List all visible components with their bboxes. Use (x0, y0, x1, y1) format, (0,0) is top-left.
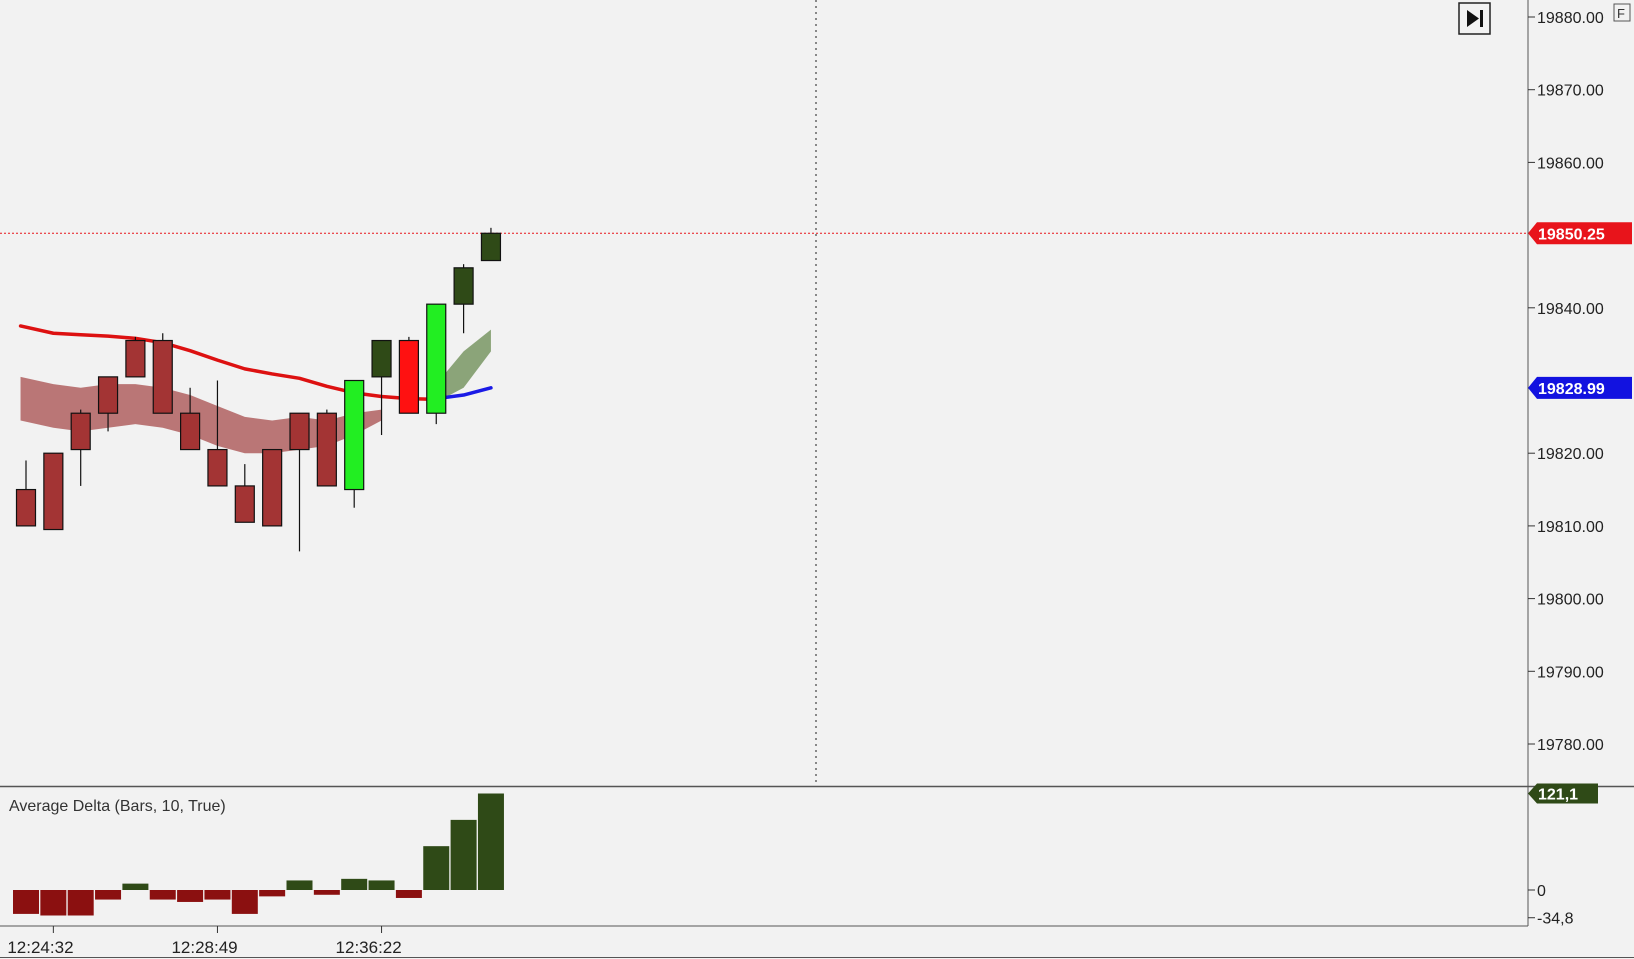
candle (480, 227, 502, 262)
candle (97, 376, 119, 432)
candle (180, 387, 201, 451)
delta-bar (341, 878, 368, 890)
price-tick-label: 19870.00 (1537, 83, 1604, 100)
candle (15, 460, 37, 527)
delta-bar (286, 880, 313, 890)
candle (371, 339, 392, 436)
time-axis: 12:24:32 12:28:49 12:36:22 (7, 926, 402, 957)
candle-body (97, 376, 119, 414)
delta-bar (313, 890, 340, 895)
price-tick-label: 19810.00 (1537, 519, 1604, 536)
candle (453, 264, 474, 334)
delta-bar (67, 890, 94, 916)
price-marker-badge (1528, 222, 1632, 245)
delta-bar (177, 890, 204, 902)
price-marker-label: 19828.99 (1538, 381, 1605, 398)
delta-bar (204, 890, 231, 900)
candle-body (207, 448, 228, 487)
candle (262, 448, 283, 527)
candle-body (43, 452, 64, 531)
candle (234, 464, 255, 523)
price-tick-label: 19820.00 (1537, 446, 1604, 463)
indicator-axis-ticks: 0 -34,8 (1528, 883, 1574, 928)
delta-bar (40, 890, 67, 916)
indicator-title: Average Delta (Bars, 10, True) (9, 798, 226, 815)
price-marker: 19828.99 (1528, 376, 1632, 399)
candle (70, 409, 91, 486)
candle-body (234, 485, 255, 523)
f-badge[interactable]: F (1613, 3, 1631, 22)
price-tick-label: 19790.00 (1537, 664, 1604, 681)
indicator-marker-badge (1528, 783, 1598, 804)
price-panel[interactable] (0, 0, 1528, 787)
candle-body (289, 412, 310, 451)
price-tick-label: 19880.00 (1537, 10, 1604, 27)
candle (398, 336, 419, 414)
price-axis[interactable] (1528, 0, 1634, 959)
candle-body (480, 232, 502, 262)
candle (344, 379, 365, 508)
indicator-marker-label: 121,1 (1538, 787, 1578, 804)
time-tick-label: 12:36:22 (336, 938, 402, 957)
candle-body (426, 303, 447, 414)
f-badge-label: F (1617, 6, 1625, 21)
candle-body (453, 267, 474, 305)
candle-body (316, 412, 337, 487)
price-axis-ticks: 19880.00 19870.00 19860.00 19840.00 19820.00… (1528, 10, 1604, 754)
f-badge-frame[interactable] (1613, 3, 1631, 22)
delta-bar (395, 890, 422, 898)
candle-body (398, 339, 419, 414)
delta-bar (231, 890, 258, 914)
indicator-tick-label: -34,8 (1537, 911, 1574, 928)
candle (152, 333, 173, 414)
candle (43, 452, 64, 531)
price-markers: 19850.25 19828.99 (1528, 222, 1632, 399)
candle-body (262, 448, 283, 527)
time-tick-label: 12:28:49 (171, 938, 237, 957)
candle-body (371, 339, 392, 378)
price-marker-badge (1528, 376, 1632, 399)
candle (125, 336, 146, 378)
green-band-area (436, 329, 491, 403)
time-tick-label: 12:24:32 (7, 938, 73, 957)
green-band (436, 329, 491, 403)
delta-bar (477, 793, 504, 890)
candle-body (152, 339, 173, 414)
red-moving-average-line (18, 324, 438, 402)
delta-bar (13, 890, 39, 914)
price-tick-label: 19780.00 (1537, 737, 1604, 754)
candle-body (180, 412, 201, 451)
price-tick-label: 19840.00 (1537, 301, 1604, 318)
delta-bar (450, 819, 477, 890)
candles (15, 227, 502, 552)
candle-body (125, 339, 146, 378)
scroll-to-end-button[interactable] (1458, 2, 1491, 35)
candle (289, 412, 310, 552)
delta-bars (13, 793, 504, 916)
indicator-panel[interactable] (0, 787, 1528, 926)
indicator-value-marker: 121,1 (1528, 783, 1598, 804)
price-tick-label: 19800.00 (1537, 592, 1604, 609)
candle-body (344, 379, 365, 491)
indicator-tick-label: 0 (1537, 883, 1546, 900)
delta-bar (423, 846, 450, 890)
candle (426, 303, 447, 425)
price-marker-label: 19850.25 (1538, 226, 1605, 243)
candle-body (70, 412, 91, 451)
delta-bar (368, 880, 395, 890)
delta-bar (122, 883, 149, 890)
price-marker: 19850.25 (1528, 222, 1632, 245)
skip-to-end-icon (1467, 10, 1483, 27)
delta-bar (149, 890, 176, 900)
candle (207, 380, 228, 487)
candle (316, 409, 337, 487)
candle-body (15, 488, 37, 527)
delta-bar (259, 890, 286, 897)
price-tick-label: 19860.00 (1537, 155, 1604, 172)
delta-bar (95, 890, 122, 900)
